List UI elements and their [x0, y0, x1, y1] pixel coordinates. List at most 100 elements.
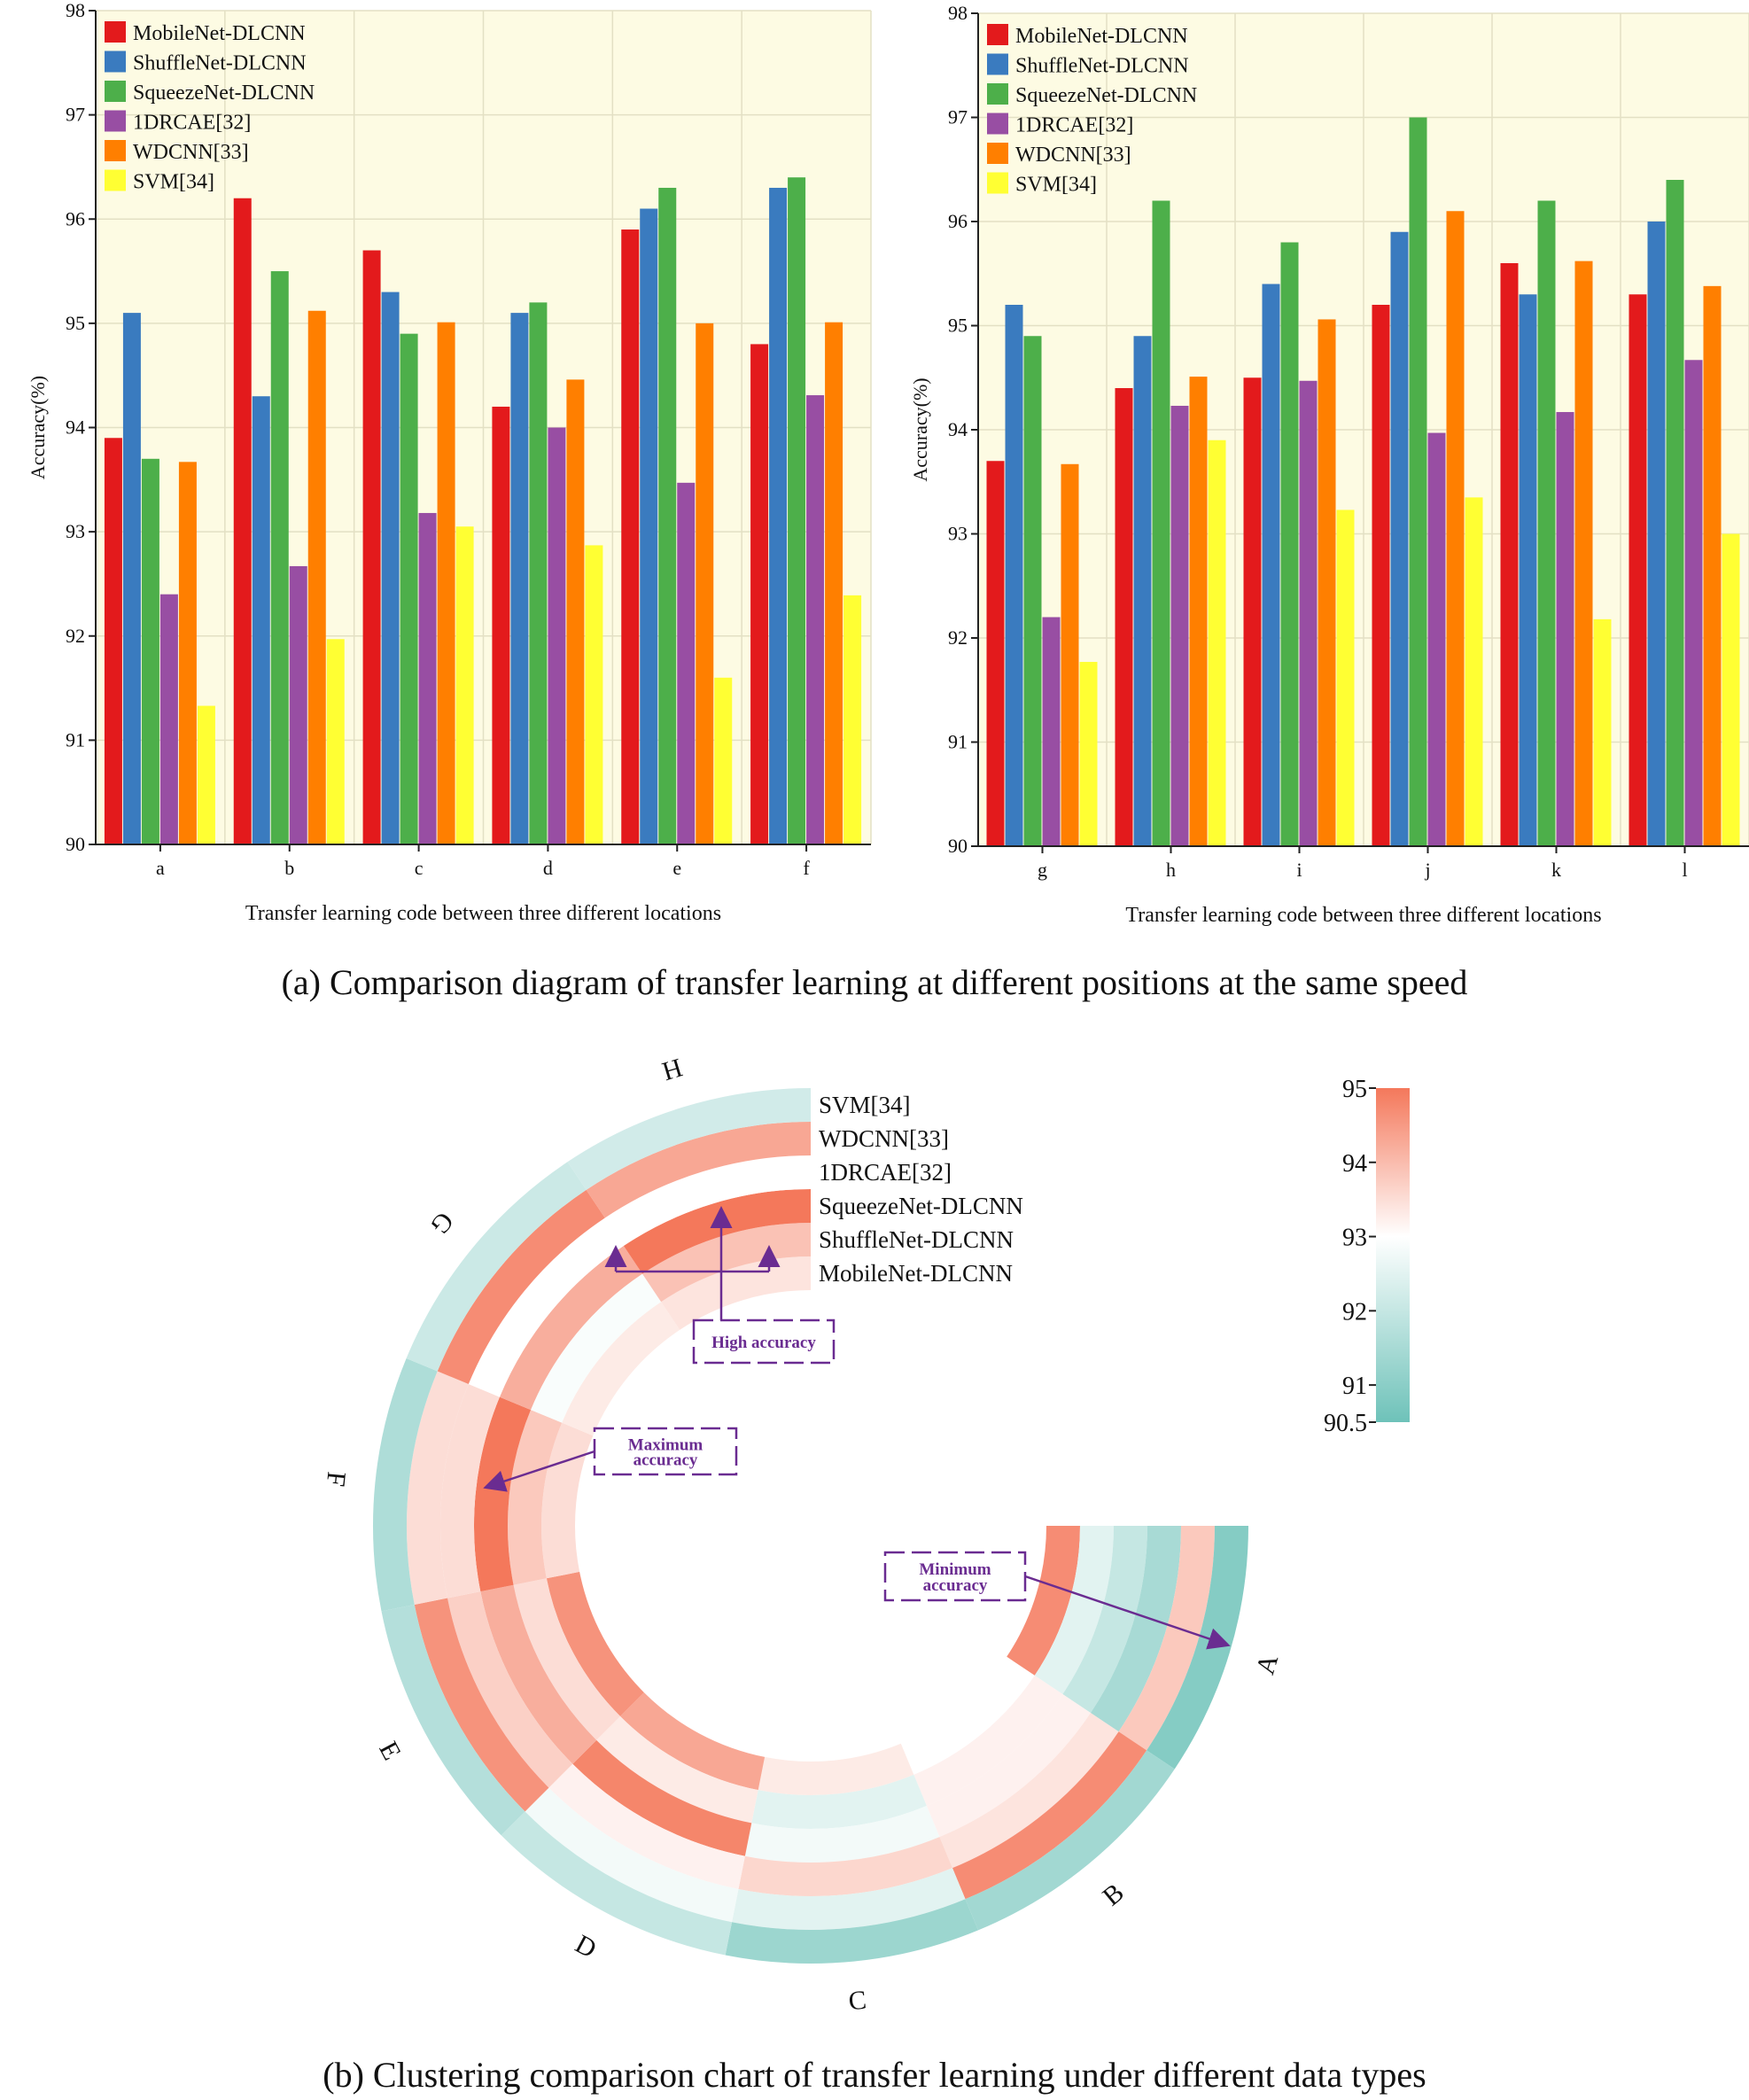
ring-label: ShuffleNet-DLCNN: [819, 1226, 1014, 1253]
x-axis-title: Transfer learning code between three dif…: [245, 902, 721, 925]
y-tick-label: 94: [948, 418, 968, 440]
y-axis-title: Accuracy(%): [909, 377, 931, 481]
bar-MobileNet-DLCNN-l: [1629, 294, 1647, 846]
bar-MobileNet-DLCNN-i: [1243, 377, 1262, 846]
bar-ShuffleNet-DLCNN-b: [252, 396, 270, 844]
bar-WDCNN[33]-k: [1574, 261, 1593, 846]
heat-cell-F-WDCNN[33]: [407, 1371, 469, 1605]
caption-b: (b) Clustering comparison chart of trans…: [323, 2055, 1426, 2095]
bar-1DRCAE[32]-e: [677, 482, 696, 844]
heat-cell-A-1DRCAE[32]: [1090, 1526, 1181, 1732]
color-bar-tick-label: 94: [1342, 1150, 1367, 1178]
bar-ShuffleNet-DLCNN-c: [381, 292, 400, 844]
bar-1DRCAE[32]-f: [806, 395, 825, 844]
sector-label-C: C: [847, 1986, 867, 2017]
bar-WDCNN[33]-d: [566, 379, 585, 845]
annotation-maximum-text: Maximum: [628, 1435, 703, 1454]
bar-ShuffleNet-DLCNN-l: [1647, 222, 1666, 846]
bar-SVM[34]-a: [197, 705, 215, 844]
heat-cell-D-WDCNN[33]: [525, 1787, 739, 1923]
heat-cell-B-WDCNN[33]: [952, 1731, 1147, 1900]
y-tick-label: 93: [66, 520, 85, 542]
heat-cell-E-SVM[34]: [381, 1604, 525, 1836]
heat-cell-E-SqueezeNet-DLCNN: [480, 1584, 597, 1764]
heat-cell-B-SqueezeNet-DLCNN: [926, 1694, 1091, 1838]
heat-cell-C-SVM[34]: [725, 1899, 979, 1964]
sector-label-B: B: [1097, 1878, 1129, 1911]
bar-ShuffleNet-DLCNN-j: [1390, 231, 1409, 846]
bar-MobileNet-DLCNN-f: [750, 344, 769, 844]
y-tick-label: 97: [66, 104, 85, 126]
bar-SqueezeNet-DLCNN-d: [529, 302, 548, 845]
bar-WDCNN[33]-h: [1189, 377, 1208, 846]
bar-1DRCAE[32]-l: [1684, 360, 1703, 846]
bar-SVM[34]-g: [1079, 662, 1098, 846]
heat-cell-H-SqueezeNet-DLCNN: [623, 1189, 811, 1274]
bar-MobileNet-DLCNN-a: [104, 438, 122, 844]
bar-SVM[34]-j: [1465, 497, 1483, 846]
heat-cell-A-MobileNet-DLCNN: [1007, 1526, 1080, 1676]
heat-cell-C-ShuffleNet-DLCNN: [751, 1774, 927, 1829]
heat-cell-F-ShuffleNet-DLCNN: [507, 1410, 563, 1585]
y-tick-label: 96: [66, 207, 85, 229]
y-tick-label: 92: [948, 626, 968, 649]
legend-label: ShuffleNet-DLCNN: [1015, 55, 1189, 78]
legend-label: ShuffleNet-DLCNN: [133, 52, 307, 75]
bar-1DRCAE[32]-g: [1042, 617, 1061, 846]
legend-label: MobileNet-DLCNN: [133, 22, 306, 45]
x-tick-label: a: [156, 857, 165, 879]
bar-SqueezeNet-DLCNN-j: [1409, 117, 1427, 846]
bar-SVM[34]-l: [1722, 533, 1740, 846]
bar-SVM[34]-e: [714, 677, 733, 844]
bar-SqueezeNet-DLCNN-c: [400, 333, 418, 844]
legend-swatch: [987, 83, 1008, 105]
heat-cell-D-SVM[34]: [501, 1811, 733, 1956]
annotation-minimum-text: accuracy: [923, 1576, 988, 1595]
heat-cell-G-1DRCAE[32]: [468, 1217, 624, 1397]
x-tick-label: j: [1424, 859, 1430, 881]
bar-MobileNet-DLCNN-k: [1500, 263, 1519, 846]
ring-label: WDCNN[33]: [819, 1125, 949, 1152]
heat-cell-C-WDCNN[33]: [732, 1868, 966, 1931]
bar-WDCNN[33]-e: [696, 323, 714, 844]
legend-swatch: [987, 172, 1008, 194]
y-tick-label: 96: [948, 210, 968, 232]
heat-cell-D-ShuffleNet-DLCNN: [596, 1715, 758, 1824]
bar-MobileNet-DLCNN-h: [1115, 388, 1133, 846]
annotation-high-text: High accuracy: [711, 1334, 816, 1352]
color-bar: 95 94 93 92 91 90.5: [1324, 1076, 1410, 1437]
bar-ShuffleNet-DLCNN-g: [1005, 305, 1023, 846]
legend-swatch: [105, 169, 126, 191]
heat-cell-C-1DRCAE[32]: [738, 1837, 952, 1896]
heat-cell-H-ShuffleNet-DLCNN: [641, 1223, 811, 1303]
bar-MobileNet-DLCNN-c: [362, 250, 381, 845]
x-tick-label: e: [672, 857, 681, 879]
bar-1DRCAE[32]-a: [159, 594, 178, 844]
legend-swatch: [105, 51, 126, 73]
heat-cell-C-MobileNet-DLCNN: [758, 1743, 914, 1795]
y-tick-label: 98: [948, 2, 968, 24]
bar-SVM[34]-i: [1336, 509, 1355, 846]
legend-swatch: [105, 21, 126, 43]
bar-SVM[34]-b: [326, 639, 345, 844]
annotation-high-box: [692, 1318, 836, 1365]
bar-SqueezeNet-DLCNN-f: [788, 177, 806, 844]
y-tick-label: 94: [66, 416, 85, 439]
heat-cell-G-WDCNN[33]: [437, 1189, 605, 1385]
bar-chart-1: 90 91 92 93 94 95 96 97 98 a b c d e f Transfer learnin…: [27, 0, 872, 925]
sector-label-E: E: [373, 1737, 407, 1765]
bar-MobileNet-DLCNN-e: [621, 229, 640, 844]
heat-cell-D-1DRCAE[32]: [548, 1763, 745, 1889]
bar-1DRCAE[32]-c: [418, 512, 437, 844]
bar-ShuffleNet-DLCNN-a: [122, 313, 141, 844]
bar-SqueezeNet-DLCNN-l: [1666, 180, 1684, 846]
heat-cell-H-1DRCAE[32]: [604, 1155, 811, 1247]
x-tick-label: c: [415, 857, 424, 879]
bar-ShuffleNet-DLCNN-d: [510, 313, 529, 844]
bar-1DRCAE[32]-j: [1427, 432, 1446, 846]
heat-cell-H-SVM[34]: [567, 1088, 811, 1190]
bar-WDCNN[33]-g: [1061, 463, 1079, 846]
bar-1DRCAE[32]-k: [1556, 412, 1574, 846]
